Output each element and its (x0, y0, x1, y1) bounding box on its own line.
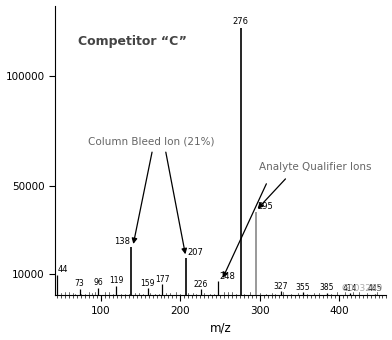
Text: Analyte Qualifier Ions: Analyte Qualifier Ions (259, 163, 371, 172)
Text: 226: 226 (194, 280, 208, 289)
Text: 138: 138 (114, 237, 130, 246)
X-axis label: m/z: m/z (210, 321, 232, 335)
Text: 177: 177 (155, 275, 169, 284)
Text: 327: 327 (274, 282, 288, 291)
Text: Competitor “C”: Competitor “C” (78, 35, 187, 48)
Text: 385: 385 (320, 284, 334, 292)
Text: 276: 276 (232, 17, 249, 26)
Text: Column Bleed Ion (21%): Column Bleed Ion (21%) (88, 136, 214, 146)
Text: 445: 445 (367, 284, 382, 293)
Text: 207: 207 (187, 248, 203, 257)
Text: 355: 355 (296, 283, 310, 292)
Text: 159: 159 (141, 279, 155, 288)
Text: 295: 295 (257, 202, 273, 211)
Text: 248: 248 (219, 272, 235, 281)
Text: 44: 44 (58, 265, 68, 274)
Text: 96: 96 (93, 278, 103, 287)
Text: G003269: G003269 (342, 284, 383, 293)
Text: 73: 73 (75, 279, 85, 288)
Text: 414: 414 (343, 284, 357, 293)
Text: 119: 119 (109, 276, 123, 285)
